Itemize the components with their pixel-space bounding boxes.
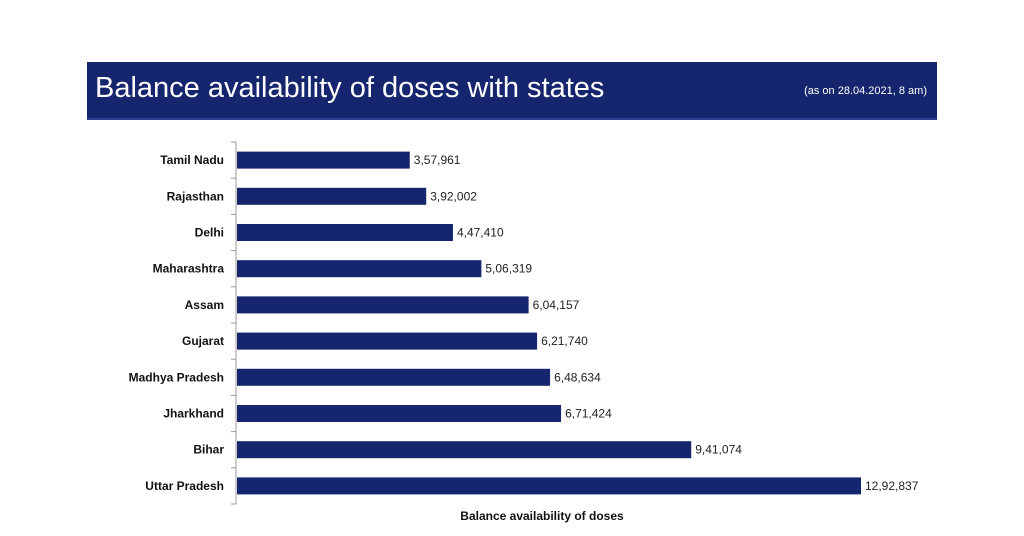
- data-label: 5,06,319: [485, 262, 532, 276]
- bar: [237, 224, 453, 241]
- bar: [237, 332, 538, 350]
- category-label: Uttar Pradesh: [145, 479, 224, 493]
- data-label: 9,41,074: [695, 443, 742, 457]
- x-axis-label: Balance availability of doses: [460, 509, 624, 523]
- category-label: Rajasthan: [167, 189, 224, 203]
- data-label: 6,71,424: [565, 407, 612, 421]
- data-label: 12,92,837: [865, 479, 919, 493]
- bar: [237, 441, 692, 459]
- data-label: 6,04,157: [533, 298, 580, 312]
- category-label: Maharashtra: [153, 262, 225, 276]
- category-label: Delhi: [195, 226, 224, 240]
- title-banner: Balance availability of doses with state…: [87, 62, 937, 120]
- bar: [237, 187, 427, 205]
- bar: [237, 151, 410, 169]
- category-label: Madhya Pradesh: [129, 370, 224, 384]
- category-label: Tamil Nadu: [160, 153, 224, 167]
- data-label: 6,21,740: [541, 334, 588, 348]
- bar: [237, 260, 482, 278]
- category-label: Jharkhand: [163, 407, 224, 421]
- data-label: 3,92,002: [430, 189, 477, 203]
- bar: [237, 405, 562, 422]
- category-label: Assam: [185, 298, 224, 312]
- data-label: 6,48,634: [554, 370, 601, 384]
- category-label: Bihar: [193, 443, 224, 457]
- chart-subtitle: (as on 28.04.2021, 8 am): [804, 85, 927, 97]
- data-label: 3,57,961: [414, 153, 461, 167]
- bar: [237, 477, 861, 495]
- bar: [237, 296, 529, 314]
- bar: [237, 368, 551, 386]
- data-label: 4,47,410: [457, 226, 504, 240]
- category-label: Gujarat: [182, 334, 224, 348]
- chart-title: Balance availability of doses with state…: [95, 72, 605, 104]
